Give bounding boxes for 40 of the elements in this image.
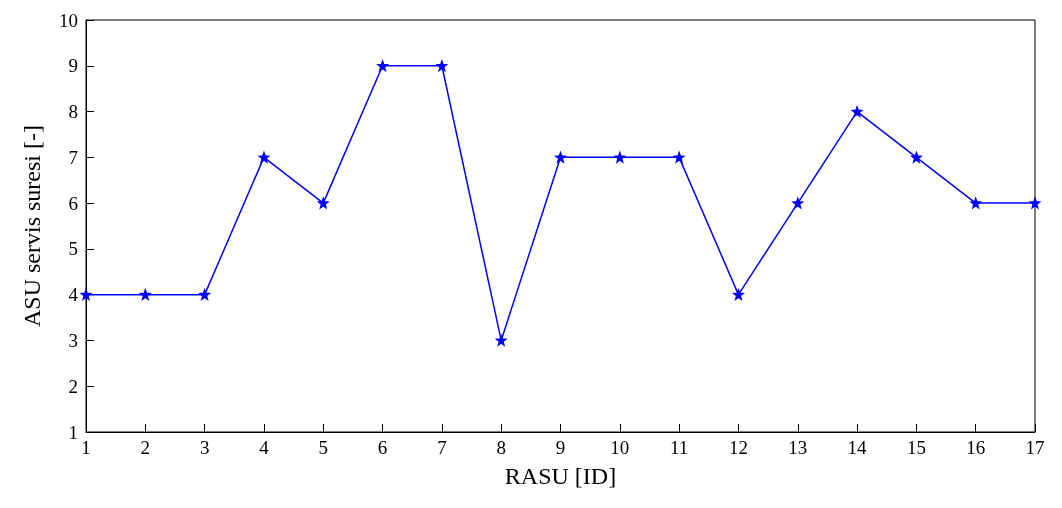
point bbox=[80, 289, 92, 300]
y-tick-label: 8 bbox=[68, 101, 78, 123]
y-tick-label: 2 bbox=[68, 375, 78, 397]
y-tick-label: 5 bbox=[68, 238, 78, 260]
x-tick-label: 12 bbox=[728, 437, 748, 458]
x-tick-label: 5 bbox=[318, 437, 328, 458]
x-axis-title: RASU [ID] bbox=[504, 463, 617, 489]
x-tick-label: 10 bbox=[610, 437, 630, 458]
x-tick-label: 11 bbox=[669, 437, 689, 458]
y-tick-label: 7 bbox=[68, 146, 78, 168]
x-tick-label: 3 bbox=[199, 437, 210, 458]
y-tick-label: 6 bbox=[68, 192, 78, 214]
x-tick-label: 8 bbox=[496, 437, 506, 458]
x-tick-label: 7 bbox=[437, 437, 447, 458]
y-axis-title: ASU servis suresi [-] bbox=[19, 125, 45, 327]
x-tick-label: 17 bbox=[1025, 437, 1045, 458]
point bbox=[377, 60, 388, 72]
y-tick-label: 1 bbox=[68, 421, 78, 443]
x-tick-label: 6 bbox=[377, 437, 388, 458]
x-tick-label: 9 bbox=[555, 437, 566, 458]
x-tick-label: 13 bbox=[788, 437, 808, 458]
x-tick-label: 14 bbox=[847, 437, 868, 458]
x-tick-label: 1 bbox=[81, 437, 91, 458]
point bbox=[495, 335, 507, 346]
point bbox=[140, 289, 151, 300]
y-tick-label: 10 bbox=[59, 9, 78, 31]
x-tick-label: 2 bbox=[140, 437, 151, 458]
x-tick-label: 4 bbox=[259, 437, 270, 458]
point bbox=[792, 197, 803, 209]
x-tick-label: 15 bbox=[906, 437, 926, 458]
point bbox=[970, 197, 981, 209]
y-tick-label: 9 bbox=[68, 55, 78, 77]
y-tick-label: 4 bbox=[68, 284, 79, 306]
point bbox=[199, 289, 210, 300]
point bbox=[1029, 197, 1041, 209]
x-tick-label: 16 bbox=[966, 437, 986, 458]
point bbox=[318, 197, 329, 209]
y-tick-label: 3 bbox=[68, 329, 78, 351]
point bbox=[436, 60, 448, 72]
point bbox=[733, 289, 744, 300]
